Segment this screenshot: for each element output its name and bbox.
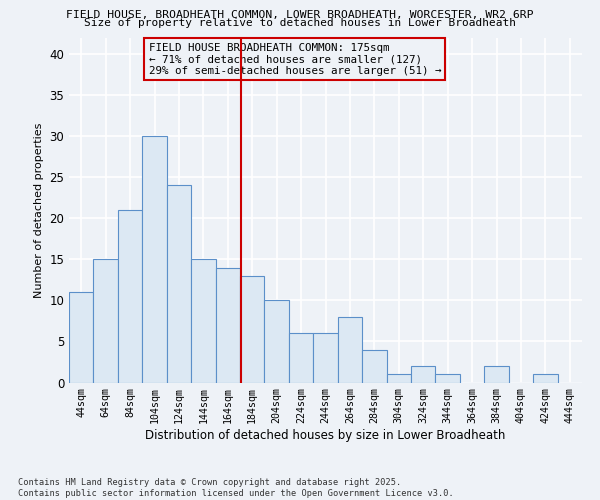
Bar [313, 333, 338, 382]
Bar [411, 366, 436, 382]
Text: FIELD HOUSE, BROADHEATH COMMON, LOWER BROADHEATH, WORCESTER, WR2 6RP: FIELD HOUSE, BROADHEATH COMMON, LOWER BR… [66, 10, 534, 20]
Bar [240, 276, 265, 382]
Bar [118, 210, 142, 382]
Bar [94, 260, 118, 382]
Bar [362, 350, 386, 382]
Bar [386, 374, 411, 382]
X-axis label: Distribution of detached houses by size in Lower Broadheath: Distribution of detached houses by size … [145, 429, 506, 442]
Y-axis label: Number of detached properties: Number of detached properties [34, 122, 44, 298]
Bar [167, 186, 191, 382]
Text: Size of property relative to detached houses in Lower Broadheath: Size of property relative to detached ho… [84, 18, 516, 28]
Bar [436, 374, 460, 382]
Bar [69, 292, 94, 382]
Bar [142, 136, 167, 382]
Bar [191, 260, 215, 382]
Bar [338, 317, 362, 382]
Bar [484, 366, 509, 382]
Text: Contains HM Land Registry data © Crown copyright and database right 2025.
Contai: Contains HM Land Registry data © Crown c… [18, 478, 454, 498]
Text: FIELD HOUSE BROADHEATH COMMON: 175sqm
← 71% of detached houses are smaller (127): FIELD HOUSE BROADHEATH COMMON: 175sqm ← … [149, 42, 441, 76]
Bar [289, 333, 313, 382]
Bar [533, 374, 557, 382]
Bar [265, 300, 289, 382]
Bar [215, 268, 240, 382]
